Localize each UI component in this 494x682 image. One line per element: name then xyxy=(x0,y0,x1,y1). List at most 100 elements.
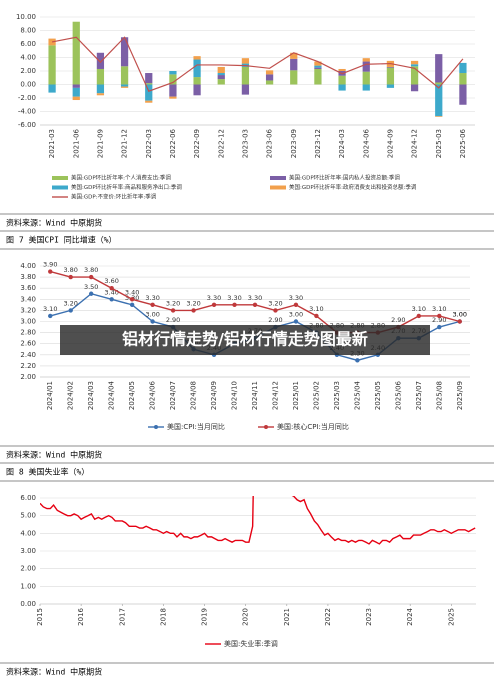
x-tick-label: 2022-09 xyxy=(193,129,201,158)
data-label: 3.30 xyxy=(227,294,241,302)
x-tick-label: 2022-03 xyxy=(145,129,153,158)
legend-swatch xyxy=(264,425,268,429)
data-label: 3.60 xyxy=(104,277,118,285)
point xyxy=(416,313,422,319)
bar-segment xyxy=(72,96,80,101)
bar-segment xyxy=(96,68,105,85)
bar-segment xyxy=(193,84,201,96)
bar-segment xyxy=(72,21,80,85)
legend-label: 美国:GDP环比折年率:个人消费支出:季调 xyxy=(71,174,171,182)
bar-segment xyxy=(145,84,153,101)
y-tick-label: 2.00 xyxy=(20,373,36,381)
point xyxy=(437,324,442,330)
point xyxy=(48,269,53,274)
x-tick-label: 2024/08 xyxy=(190,381,198,410)
x-tick-label: 2024/04 xyxy=(108,380,116,410)
bar-segment xyxy=(120,86,129,88)
x-tick-label: 2024/06 xyxy=(149,380,157,410)
point xyxy=(68,274,73,280)
y-tick-label: 8.00 xyxy=(20,27,36,35)
x-tick-label: 2023-06 xyxy=(266,128,274,158)
y-tick-label: 3.00 xyxy=(20,318,36,326)
x-tick-label: 2025/03 xyxy=(333,381,341,410)
bar-segment xyxy=(410,84,419,92)
point xyxy=(109,297,114,302)
y-tick-label: 4.00 xyxy=(20,262,36,270)
x-tick-label: 2024/11 xyxy=(251,381,259,410)
data-label: 3.40 xyxy=(104,288,118,296)
data-label: 3.30 xyxy=(145,294,159,302)
bar-segment xyxy=(362,84,370,91)
point xyxy=(211,302,217,308)
bar-segment xyxy=(96,84,105,94)
point xyxy=(252,302,258,308)
bar-segment xyxy=(48,45,56,85)
bar-segment xyxy=(265,74,274,81)
data-label: 3.20 xyxy=(63,299,77,307)
bar-segment xyxy=(145,100,153,103)
bar-segment xyxy=(217,75,225,80)
x-tick-label: 2025-03 xyxy=(435,129,443,158)
x-tick-label: 2024-06 xyxy=(362,128,370,158)
y-tick-label: 0.00 xyxy=(20,600,36,608)
data-label: 3.90 xyxy=(43,261,57,269)
bar-segment xyxy=(459,84,467,105)
bar-segment xyxy=(241,58,250,64)
bar-segment xyxy=(314,61,322,66)
legend-label: 美国:GDP环比折年率:政府消费支出和投资总额:季调 xyxy=(289,183,417,191)
point xyxy=(355,358,360,363)
bar-segment xyxy=(362,61,370,72)
data-label: 3.20 xyxy=(268,299,282,307)
bar-segment xyxy=(48,84,56,93)
y-tick-label: 2.40 xyxy=(20,351,36,359)
x-tick-label: 2017 xyxy=(118,608,126,626)
bar-segment xyxy=(120,66,129,85)
bar-segment xyxy=(410,60,419,65)
y-tick-label: 3.20 xyxy=(20,306,36,314)
data-label: 3.10 xyxy=(309,305,323,313)
watermark-text: 铝材行情走势/铝材行情走势图最新 xyxy=(122,330,368,349)
bar-segment xyxy=(338,75,346,85)
x-tick-label: 2018 xyxy=(159,608,167,626)
bar-segment xyxy=(241,66,250,85)
y-tick-label: 2.80 xyxy=(20,329,36,337)
point xyxy=(437,313,442,319)
bar-segment xyxy=(120,84,129,87)
x-tick-label: 2021-09 xyxy=(96,129,104,158)
x-tick-label: 2015 xyxy=(36,608,44,626)
x-tick-label: 2025/09 xyxy=(456,381,464,410)
x-tick-label: 2023 xyxy=(365,608,373,626)
data-label: 3.30 xyxy=(248,294,262,302)
y-tick-label: -4.00 xyxy=(18,108,36,116)
data-label: 3.10 xyxy=(432,305,446,313)
bar-segment xyxy=(145,73,153,84)
x-tick-label: 2023-09 xyxy=(290,129,298,158)
bar-segment xyxy=(96,93,105,96)
bar-segment xyxy=(314,68,322,85)
x-tick-label: 2023-03 xyxy=(241,129,249,158)
point xyxy=(150,302,155,308)
data-label: 3.20 xyxy=(166,299,180,307)
bar-segment xyxy=(338,84,346,91)
bar-segment xyxy=(169,71,177,75)
x-tick-label: 2020 xyxy=(242,608,250,626)
bar-segment xyxy=(241,84,250,95)
y-tick-label: 5.00 xyxy=(20,512,36,520)
source-text: 资料来源：Wind 中原期货 xyxy=(6,218,102,228)
point xyxy=(314,313,319,319)
bar-segment xyxy=(386,84,395,88)
bar-segment xyxy=(290,58,298,71)
point xyxy=(129,302,135,308)
x-tick-label: 2025 xyxy=(447,608,455,626)
x-tick-label: 2022-12 xyxy=(217,129,225,158)
bar-segment xyxy=(459,73,467,85)
legend-label: 美国:GDP环比折年率:商品和服务净出口:季调 xyxy=(71,183,182,191)
data-label: 2.90 xyxy=(432,316,446,324)
x-tick-label: 2025-06 xyxy=(459,128,467,158)
bar-segment xyxy=(435,84,443,117)
bar-segment xyxy=(217,66,225,74)
y-tick-label: 3.80 xyxy=(20,273,36,281)
point xyxy=(109,286,114,291)
bar-segment xyxy=(386,66,395,68)
point xyxy=(232,302,237,308)
